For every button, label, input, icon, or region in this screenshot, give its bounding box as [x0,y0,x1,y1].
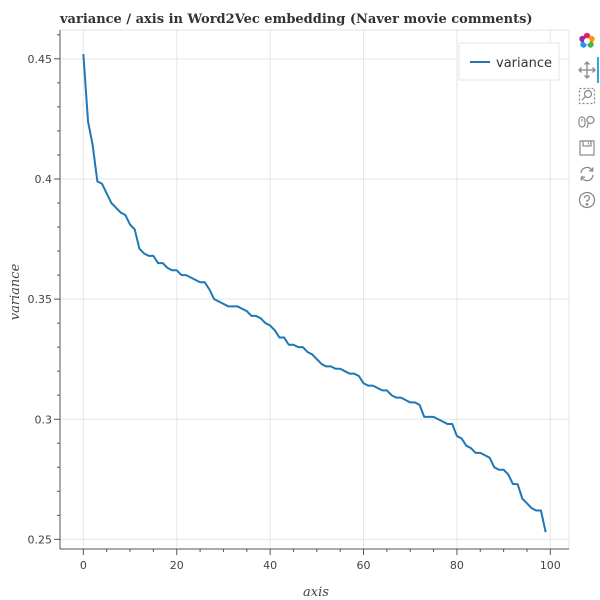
axes: 0 20 40 60 80 100 0.25 0.3 0.35 0.4 0.45 [28,30,569,572]
chart: variance / axis in Word2Vec embedding (N… [8,12,570,600]
grid [60,30,569,549]
x-tick-label: 40 [263,559,277,572]
x-tick-label: 60 [357,559,371,572]
x-tick-label: 80 [450,559,464,572]
legend: variance [458,42,560,81]
legend-entry-variance: variance [496,56,552,71]
y-tick-label: 0.45 [28,53,53,66]
reset-icon[interactable] [576,163,598,185]
wheel-zoom-icon[interactable] [576,111,598,133]
x-axis-label: axis [303,585,329,600]
save-icon[interactable] [576,137,598,159]
bokeh-logo-icon[interactable] [576,30,598,52]
toolbar [574,30,600,240]
y-tick-label: 0.35 [28,293,53,306]
x-tick-label: 100 [540,559,561,572]
x-tick-label: 20 [170,559,184,572]
y-tick-label: 0.4 [35,173,53,186]
active-tool-indicator [597,57,599,83]
chart-title: variance / axis in Word2Vec embedding (N… [59,12,533,27]
y-axis-label: variance [8,263,23,320]
x-tick-label: 0 [80,559,87,572]
y-tick-label: 0.25 [28,533,53,546]
plot-frame [59,29,570,550]
pan-icon[interactable] [576,59,598,81]
series-layer[interactable] [82,53,547,533]
y-tick-label: 0.3 [35,413,53,426]
series-line-variance[interactable] [82,53,547,533]
box-zoom-icon[interactable] [576,85,598,107]
help-icon[interactable] [576,189,598,211]
